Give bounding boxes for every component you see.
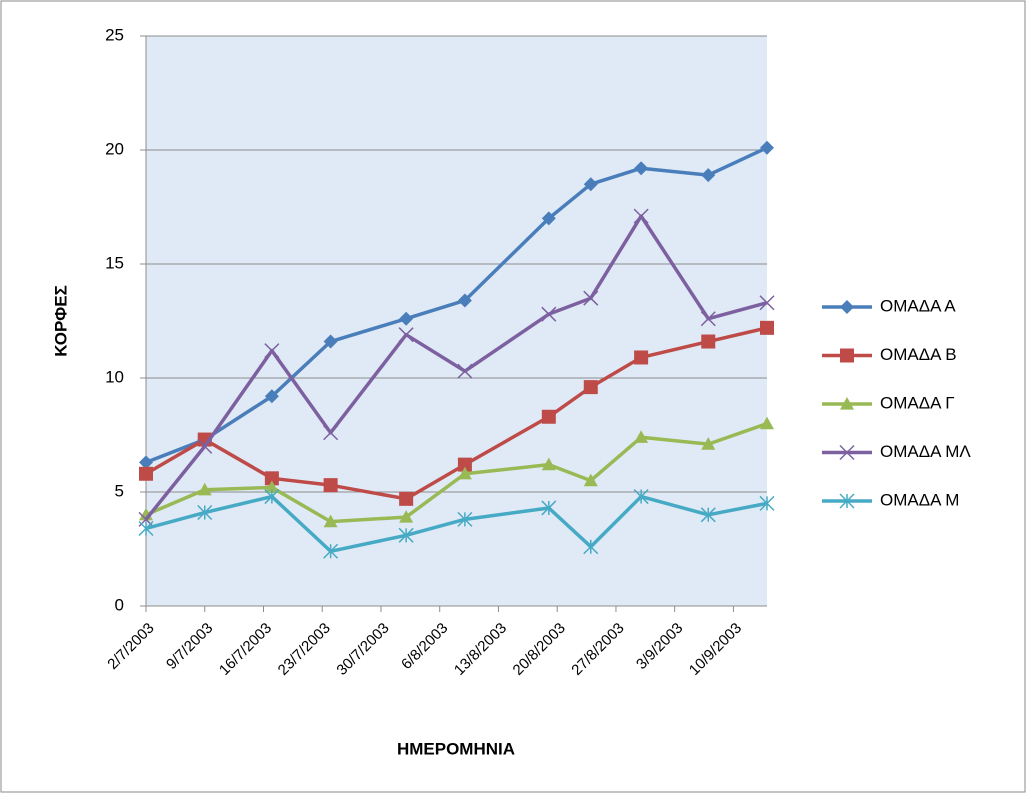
marker	[633, 208, 649, 224]
marker	[399, 491, 414, 506]
marker	[264, 389, 279, 404]
marker	[759, 295, 775, 311]
marker	[323, 478, 338, 493]
marker	[457, 511, 473, 527]
marker	[541, 409, 556, 424]
marker	[323, 334, 338, 349]
y-tick-label: 25	[105, 25, 124, 44]
marker	[139, 455, 153, 470]
marker	[839, 444, 855, 461]
marker	[541, 211, 556, 226]
marker	[457, 466, 472, 480]
marker	[399, 311, 414, 326]
marker	[264, 480, 279, 494]
marker	[398, 327, 414, 343]
marker	[583, 473, 598, 487]
marker	[264, 471, 279, 486]
marker	[701, 168, 716, 183]
marker	[839, 493, 855, 509]
legend-label: ΟΜΑΔΑ Α	[880, 296, 956, 315]
marker	[634, 430, 649, 443]
y-axis-title: ΚΟΡΦΕΣ	[51, 285, 70, 357]
marker	[457, 363, 473, 379]
marker	[197, 438, 213, 454]
plot-area	[146, 36, 767, 606]
marker	[323, 514, 338, 528]
marker	[760, 320, 774, 335]
marker	[264, 489, 280, 505]
marker	[583, 177, 598, 192]
marker	[197, 504, 213, 521]
marker	[323, 543, 339, 559]
marker	[634, 350, 649, 365]
marker	[840, 300, 854, 314]
marker	[583, 380, 598, 395]
marker	[541, 500, 557, 516]
marker	[840, 397, 854, 410]
legend-label: ΟΜΑΔΑ Μ	[880, 490, 959, 509]
y-tick-label: 10	[105, 367, 124, 386]
marker	[760, 140, 774, 155]
x-axis-title: ΗΜΕΡΟΜΗΝΙΑ	[397, 739, 515, 758]
marker	[701, 334, 716, 349]
marker	[399, 510, 414, 523]
marker	[457, 293, 472, 308]
marker	[759, 495, 775, 511]
y-tick-label: 5	[115, 481, 124, 500]
marker	[138, 520, 154, 537]
marker	[264, 343, 280, 359]
marker	[583, 539, 599, 555]
legend-label: ΟΜΑΔΑ Γ	[880, 393, 955, 412]
marker	[398, 527, 414, 543]
y-tick-label: 15	[105, 253, 124, 272]
marker	[700, 507, 716, 523]
marker	[700, 311, 716, 327]
legend-label: ΟΜΑΔΑ Β	[880, 345, 957, 364]
marker	[457, 457, 472, 472]
marker	[323, 425, 339, 441]
marker	[197, 482, 212, 496]
y-tick-label: 20	[105, 139, 124, 158]
marker	[634, 161, 649, 176]
marker	[541, 457, 556, 471]
marker	[139, 466, 153, 481]
marker	[760, 416, 774, 430]
marker	[583, 290, 599, 306]
y-tick-label: 0	[115, 595, 124, 614]
marker	[701, 437, 716, 450]
marker	[840, 348, 854, 363]
marker	[633, 489, 649, 505]
marker	[541, 306, 557, 322]
legend-label: ΟΜΑΔΑ ΜΛ	[880, 442, 971, 461]
